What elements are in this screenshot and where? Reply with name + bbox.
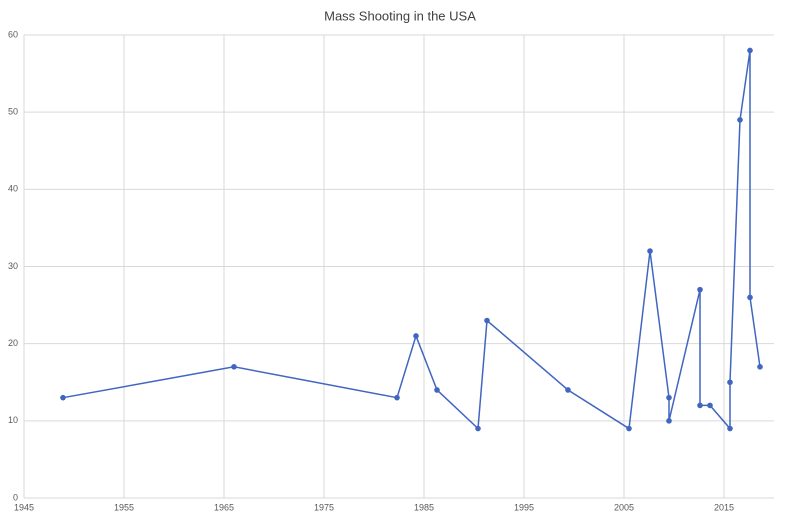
y-tick-label: 50 (8, 107, 18, 117)
y-tick-label: 60 (8, 29, 18, 39)
data-point (707, 402, 713, 409)
x-tick-label: 2015 (714, 502, 734, 512)
y-tick-label: 0 (13, 492, 18, 502)
data-point (727, 425, 733, 432)
data-point (666, 418, 672, 424)
x-tick-label: 1955 (114, 502, 134, 512)
data-point (484, 317, 490, 324)
y-tick-label: 40 (8, 184, 18, 194)
y-tick-label: 20 (8, 338, 18, 348)
x-tick-label: 1945 (14, 502, 34, 512)
data-point (747, 47, 753, 54)
data-point (747, 294, 753, 301)
chart-title: Mass Shooting in the USA (324, 8, 476, 23)
data-point (434, 387, 440, 393)
data-point (737, 117, 743, 123)
x-tick-label: 2005 (614, 502, 634, 512)
data-point (626, 425, 632, 432)
data-point (231, 364, 237, 370)
data-point (394, 394, 400, 401)
data-point (413, 333, 419, 339)
data-point (60, 394, 66, 401)
x-tick-label: 1995 (514, 502, 534, 512)
x-tick-label: 1985 (414, 502, 434, 512)
y-tick-label: 10 (8, 415, 18, 425)
data-point (565, 387, 571, 393)
x-tick-label: 1965 (214, 502, 234, 512)
data-point (697, 402, 703, 409)
series-line (62, 50, 761, 431)
data-point (757, 364, 763, 370)
data-point (697, 286, 703, 293)
data-point (727, 379, 733, 386)
y-tick-label: 30 (8, 261, 18, 271)
data-point (666, 394, 672, 401)
data-point (647, 248, 653, 254)
data-point (475, 425, 481, 432)
x-tick-label: 1975 (314, 502, 334, 512)
